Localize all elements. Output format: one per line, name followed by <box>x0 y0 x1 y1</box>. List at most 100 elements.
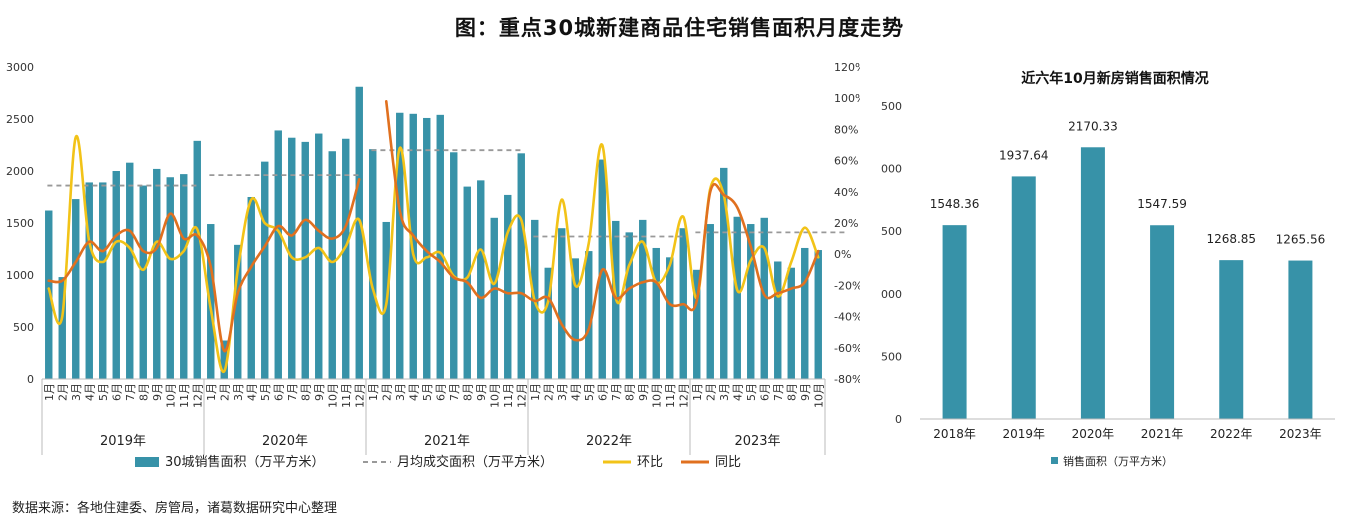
left-axis-tick: 500 <box>13 321 34 334</box>
month-tick-label: 6月 <box>596 383 609 401</box>
october-bar <box>1011 176 1036 419</box>
right-axis-tick: -60% <box>834 342 860 355</box>
month-tick-label: 2月 <box>542 383 555 401</box>
sales-bar <box>45 210 53 379</box>
right-axis-tick: 100% <box>834 92 860 105</box>
sales-bar <box>85 182 93 379</box>
left-axis-tick: 1000 <box>6 269 34 282</box>
october-bar <box>1219 260 1244 419</box>
month-tick-label: 2月 <box>56 383 69 401</box>
sales-bar <box>625 232 633 379</box>
yoy-line <box>47 178 361 353</box>
october-axis-tick: 2000 <box>880 163 902 176</box>
month-tick-label: 6月 <box>272 383 285 401</box>
sales-bar <box>126 162 134 379</box>
october-data-label: 1268.85 <box>1206 232 1256 246</box>
chart-main-title: 图：重点30城新建商品住宅销售面积月度走势 <box>454 16 905 40</box>
month-tick-label: 1月 <box>367 383 380 401</box>
sales-bar <box>180 174 188 379</box>
october-category-label: 2021年 <box>1141 427 1184 441</box>
year-label: 2023年 <box>734 434 780 449</box>
left-axis-tick: 1500 <box>6 217 34 230</box>
october-chart-title: 近六年10月新房销售面积情况 <box>1021 70 1208 87</box>
month-tick-label: 11月 <box>340 383 353 408</box>
monthly-sales-chart: 0 500 1000 1500 2000 2500 3000 -80% -60% -40% -20%… <box>6 61 860 470</box>
left-axis-tick: 2500 <box>6 113 34 126</box>
right-axis-tick: 120% <box>834 61 860 74</box>
month-tick-label: 12月 <box>677 383 690 408</box>
sales-bar <box>220 340 228 379</box>
month-tick-label: 8月 <box>623 383 636 401</box>
sales-bar <box>153 168 161 379</box>
october-axis-tick: 2500 <box>880 100 902 113</box>
sales-bar <box>558 228 566 379</box>
month-tick-label: 4月 <box>407 383 420 401</box>
year-label: 2019年 <box>100 434 146 449</box>
left-axis-tick: 0 <box>27 373 34 386</box>
sales-bar <box>247 197 255 379</box>
october-bar <box>1150 225 1175 419</box>
right-axis-tick: 60% <box>834 155 858 168</box>
sales-bar <box>355 86 363 379</box>
october-axis-tick: 0 <box>895 413 902 426</box>
sales-bar <box>328 151 336 379</box>
october-category-label: 2019年 <box>1002 427 1045 441</box>
month-tick-label: 11月 <box>664 383 677 408</box>
sales-bar <box>652 247 660 379</box>
sales-bar <box>315 133 323 379</box>
month-tick-label: 10月 <box>326 383 339 408</box>
right-axis-tick: 80% <box>834 123 858 136</box>
month-tick-label: 10月 <box>812 383 825 408</box>
october-data-label: 1937.64 <box>999 148 1049 162</box>
month-tick-label: 1月 <box>691 383 704 401</box>
sales-bar <box>706 224 714 379</box>
month-tick-label: 10月 <box>650 383 663 408</box>
sales-bar <box>99 182 107 379</box>
month-tick-label: 4月 <box>83 383 96 401</box>
october-category-label: 2018年 <box>933 427 976 441</box>
october-bar <box>1288 260 1313 419</box>
yoy-line <box>384 100 820 342</box>
sales-bar <box>787 267 795 379</box>
right-axis-tick: -80% <box>834 373 860 386</box>
sales-bar <box>585 251 593 379</box>
left-axis-tick: 3000 <box>6 61 34 74</box>
sales-bar <box>571 258 579 379</box>
month-tick-label: 6月 <box>434 383 447 401</box>
sales-bar <box>477 180 485 379</box>
october-bar <box>942 225 967 419</box>
month-tick-label: 9月 <box>637 383 650 401</box>
sales-bar <box>760 217 768 379</box>
sales-bar <box>342 138 350 379</box>
right-axis-tick: 0% <box>834 248 851 261</box>
month-tick-label: 6月 <box>110 383 123 401</box>
october-data-label: 2170.33 <box>1068 119 1118 133</box>
year-label: 2022年 <box>586 434 632 449</box>
sales-bar <box>693 269 701 379</box>
sales-bar <box>490 217 498 379</box>
month-tick-label: 5月 <box>583 383 596 401</box>
month-tick-label: 6月 <box>758 383 771 401</box>
sales-bar <box>666 257 674 379</box>
year-label: 2021年 <box>424 434 470 449</box>
sales-bar <box>261 161 269 379</box>
month-tick-label: 1月 <box>205 383 218 401</box>
sales-bar <box>58 277 66 379</box>
october-category-label: 2020年 <box>1072 427 1115 441</box>
month-tick-label: 3月 <box>70 383 83 401</box>
sales-bar <box>517 153 525 379</box>
sales-bar <box>72 199 80 379</box>
sales-bar <box>504 194 512 379</box>
month-tick-label: 4月 <box>569 383 582 401</box>
sales-bar <box>193 140 201 379</box>
october-sales-chart: 近六年10月新房销售面积情况 0 500 1000 1500 2000 2500 1548.3… <box>880 70 1335 468</box>
month-tick-label: 5月 <box>259 383 272 401</box>
sales-bar <box>747 224 755 379</box>
sales-bar <box>639 219 647 379</box>
month-tick-label: 1月 <box>43 383 56 401</box>
sales-bar <box>112 171 120 379</box>
october-legend-swatch <box>1051 457 1058 464</box>
year-label: 2020年 <box>262 434 308 449</box>
month-tick-label: 4月 <box>731 383 744 401</box>
mom-line <box>47 134 820 373</box>
